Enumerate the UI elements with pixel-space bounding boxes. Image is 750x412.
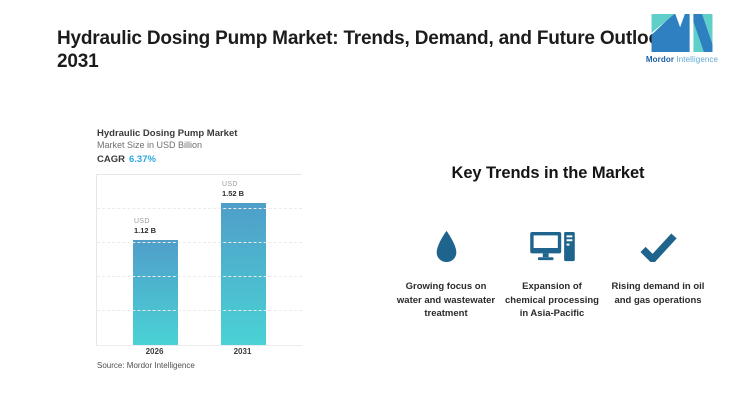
- trend-item-oilgas: Rising demand in oil and gas operations: [608, 226, 708, 321]
- trend-icon-box: [639, 226, 677, 268]
- desktop-computer-icon: [529, 231, 575, 261]
- trend-text: Rising demand in oil and gas operations: [611, 281, 705, 306]
- trend-item-chemical: Expansion of chemical processing in Asia…: [502, 226, 602, 321]
- gridline: [97, 310, 302, 311]
- chart-title: Hydraulic Dosing Pump Market: [97, 128, 238, 139]
- logo-wordmark: Mordor Intelligence: [644, 55, 720, 64]
- bar-currency-2031: USD: [222, 181, 238, 188]
- x-axis-label-2031: 2031: [233, 347, 252, 356]
- cagr-line: CAGR 6.37%: [97, 154, 156, 165]
- chart-subtitle: Market Size in USD Billion: [97, 140, 203, 150]
- bar-2031: [221, 203, 266, 345]
- bar-currency-2026: USD: [134, 218, 150, 225]
- water-drop-icon: [436, 230, 456, 263]
- bar-value-label-2031: USD 1.52 B: [222, 180, 244, 198]
- bar-2026: [133, 240, 178, 345]
- cagr-value: 6.37%: [128, 154, 156, 165]
- bar-value-2026: 1.12 B: [134, 226, 157, 235]
- checkmark-icon: [639, 232, 677, 262]
- logo-brand-primary: Mordor: [645, 55, 675, 64]
- trend-icon-box: [434, 226, 459, 268]
- logo-brand-secondary: Intelligence: [676, 55, 719, 64]
- logo-mark-icon: [651, 13, 713, 53]
- page-title: Hydraulic Dosing Pump Market: Trends, De…: [57, 28, 671, 72]
- trend-text: Growing focus on water and wastewater tr…: [396, 281, 496, 319]
- chart-plot: USD 1.12 B USD 1.52 B: [96, 174, 302, 346]
- chart-source: Source: Mordor Intelligence: [97, 361, 195, 370]
- mordor-intelligence-logo: Mordor Intelligence: [644, 13, 720, 64]
- trend-item-water: Growing focus on water and wastewater tr…: [396, 226, 496, 321]
- cagr-label: CAGR: [97, 154, 125, 165]
- trend-text: Expansion of chemical processing in Asia…: [505, 281, 599, 319]
- gridline: [97, 276, 302, 277]
- trend-icon-box: [529, 226, 575, 268]
- bar-value-2031: 1.52 B: [222, 189, 245, 198]
- trends-row: Growing focus on water and wastewater tr…: [396, 226, 708, 321]
- x-axis-label-2026: 2026: [145, 347, 164, 356]
- gridline: [97, 208, 302, 209]
- trends-heading: Key Trends in the Market: [451, 164, 645, 182]
- gridline: [97, 242, 302, 243]
- bar-value-label-2026: USD 1.12 B: [134, 217, 156, 235]
